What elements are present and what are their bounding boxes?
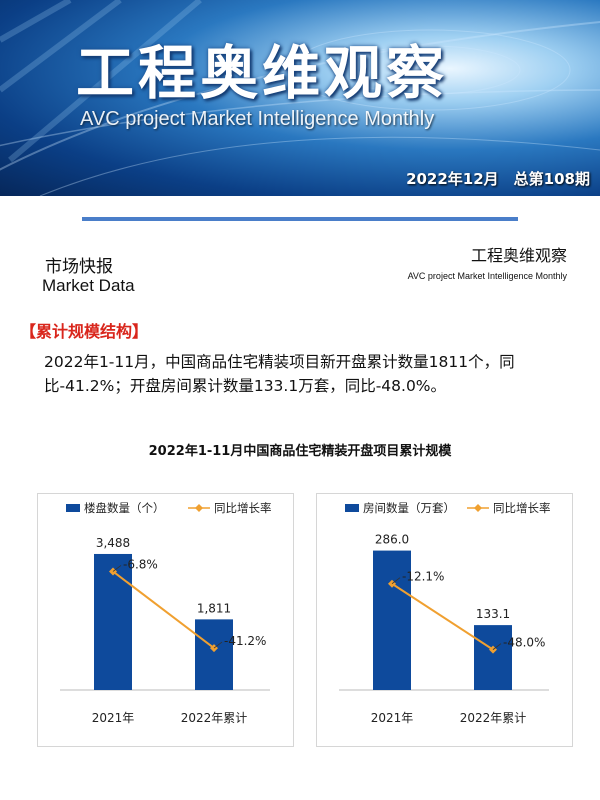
label-leader [213,641,223,649]
bar [94,553,132,690]
bar [195,619,233,690]
x-tick-label: 2021年 [92,711,135,725]
chart-title: 2022年1-11月中国商品住宅精装开盘项目累计规模 [148,444,452,459]
legend-bar-label: 房间数量（万套） [363,501,455,515]
growth-value-label: -6.8% [123,557,158,571]
legend-line-label: 同比增长率 [493,501,551,515]
issue-label: 2022年12月 总第108期 [406,170,590,188]
legend-bar-swatch [345,504,359,512]
x-tick-label: 2021年 [371,711,414,725]
bar-value-label: 1,811 [197,601,231,615]
growth-value-label: -12.1% [402,570,444,584]
banner-title: 工程奥维观察 [76,39,449,107]
section-title-cn: 市场快报 [45,257,113,277]
publication-name-cn: 工程奥维观察 [470,246,567,265]
x-tick-label: 2022年累计 [181,711,248,725]
label-leader [112,565,122,572]
growth-value-label: -48.0% [503,636,545,650]
legend-line-marker [195,504,203,512]
bar [474,625,512,690]
banner-subtitle: AVC project Market Intelligence Monthly [80,108,435,130]
growth-line [391,582,494,651]
growth-value-label: -41.2% [224,634,266,648]
bar-value-label: 3,488 [96,536,130,550]
header-rule [82,217,518,221]
chart-panel-projects: 楼盘数量（个） 同比增长率 3,488 2021年 1,811 2022年累计 -6.8% -… [37,493,294,747]
legend-line-label: 同比增长率 [214,501,272,515]
label-leader [492,643,502,650]
publication-name-en: AVC project Market Intelligence Monthly [407,271,567,281]
bar [373,550,411,690]
growth-line [112,570,215,649]
x-tick-label: 2022年累计 [460,711,527,725]
legend-bar-swatch [66,504,80,512]
banner-decoration [0,0,600,196]
legend-bar-label: 楼盘数量（个） [84,501,165,515]
section-tag: 【累计规模结构】 [20,322,149,341]
section-title-en: Market Data [42,276,135,295]
legend-line-marker [474,504,482,512]
rooms-chart: 房间数量（万套） 同比增长率 286.0 2021年 133.1 2022年累计 -12.1… [339,501,551,725]
bar-value-label: 133.1 [476,607,510,621]
chart-panel-rooms: 房间数量（万套） 同比增长率 286.0 2021年 133.1 2022年累计 -12.1… [316,493,573,747]
header-banner: 工程奥维观察 AVC project Market Intelligence M… [0,0,600,196]
bar-value-label: 286.0 [375,533,409,547]
summary-paragraph: 2022年1-11月，中国商品住宅精装项目新开盘累计数量1811个，同比-41.… [44,353,515,395]
label-leader [391,577,401,585]
projects-chart: 楼盘数量（个） 同比增长率 3,488 2021年 1,811 2022年累计 -6.8% -… [60,501,272,725]
